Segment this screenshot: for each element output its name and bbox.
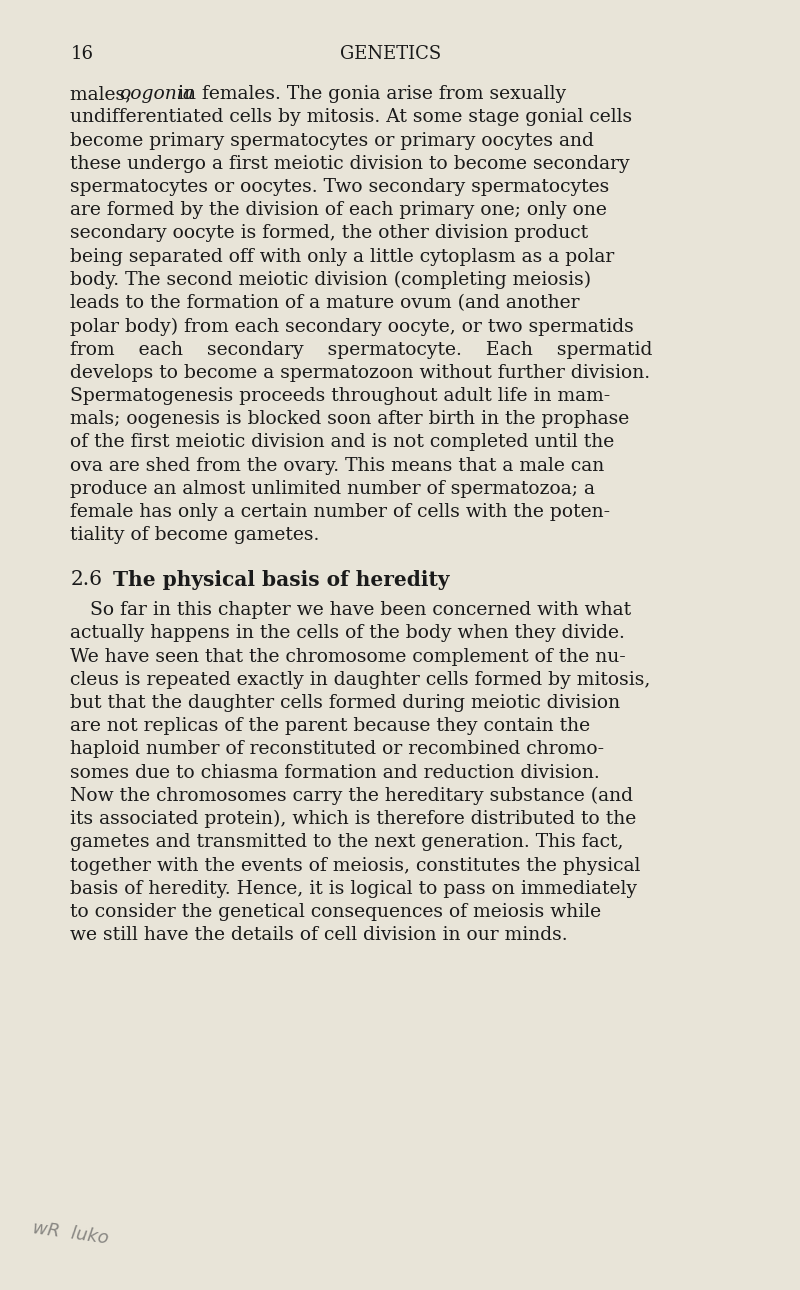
Text: Now the chromosomes carry the hereditary substance (and: Now the chromosomes carry the hereditary… bbox=[70, 787, 634, 805]
Text: leads to the formation of a mature ovum (and another: leads to the formation of a mature ovum … bbox=[70, 294, 580, 312]
Text: but that the daughter cells formed during meiotic division: but that the daughter cells formed durin… bbox=[70, 694, 621, 712]
Text: 2.6: 2.6 bbox=[70, 570, 102, 590]
Text: cleus is repeated exactly in daughter cells formed by mitosis,: cleus is repeated exactly in daughter ce… bbox=[70, 671, 650, 689]
Text: to consider the genetical consequences of meiosis while: to consider the genetical consequences o… bbox=[70, 903, 602, 921]
Text: haploid number of reconstituted or recombined chromo-: haploid number of reconstituted or recom… bbox=[70, 740, 605, 759]
Text: GENETICS: GENETICS bbox=[340, 45, 442, 63]
Text: produce an almost unlimited number of spermatozoa; a: produce an almost unlimited number of sp… bbox=[70, 480, 595, 498]
Text: undifferentiated cells by mitosis. At some stage gonial cells: undifferentiated cells by mitosis. At so… bbox=[70, 108, 633, 126]
Text: gametes and transmitted to the next generation. This fact,: gametes and transmitted to the next gene… bbox=[70, 833, 624, 851]
Text: mals; oogenesis is blocked soon after birth in the prophase: mals; oogenesis is blocked soon after bi… bbox=[70, 410, 630, 428]
Text: secondary oocyte is formed, the other division product: secondary oocyte is formed, the other di… bbox=[70, 224, 589, 243]
Text: become primary spermatocytes or primary oocytes and: become primary spermatocytes or primary … bbox=[70, 132, 594, 150]
Text: female has only a certain number of cells with the poten-: female has only a certain number of cell… bbox=[70, 503, 610, 521]
Text: together with the events of meiosis, constitutes the physical: together with the events of meiosis, con… bbox=[70, 857, 641, 875]
Text: basis of heredity. Hence, it is logical to pass on immediately: basis of heredity. Hence, it is logical … bbox=[70, 880, 638, 898]
Text: somes due to chiasma formation and reduction division.: somes due to chiasma formation and reduc… bbox=[70, 764, 600, 782]
Text: polar body) from each secondary oocyte, or two spermatids: polar body) from each secondary oocyte, … bbox=[70, 317, 634, 335]
Text: So far in this chapter we have been concerned with what: So far in this chapter we have been conc… bbox=[90, 601, 631, 619]
Text: ova are shed from the ovary. This means that a male can: ova are shed from the ovary. This means … bbox=[70, 457, 605, 475]
Text: of the first meiotic division and is not completed until the: of the first meiotic division and is not… bbox=[70, 433, 614, 452]
Text: wR  luko: wR luko bbox=[31, 1219, 110, 1247]
Text: males,: males, bbox=[70, 85, 138, 103]
Text: We have seen that the chromosome complement of the nu-: We have seen that the chromosome complem… bbox=[70, 648, 626, 666]
Text: these undergo a first meiotic division to become secondary: these undergo a first meiotic division t… bbox=[70, 155, 630, 173]
Text: are not replicas of the parent because they contain the: are not replicas of the parent because t… bbox=[70, 717, 590, 735]
Text: Spermatogenesis proceeds throughout adult life in mam-: Spermatogenesis proceeds throughout adul… bbox=[70, 387, 610, 405]
Text: 16: 16 bbox=[70, 45, 94, 63]
Text: in females. The gonia arise from sexually: in females. The gonia arise from sexuall… bbox=[172, 85, 566, 103]
Text: being separated off with only a little cytoplasm as a polar: being separated off with only a little c… bbox=[70, 248, 614, 266]
Text: oogonia: oogonia bbox=[119, 85, 194, 103]
Text: The physical basis of heredity: The physical basis of heredity bbox=[114, 570, 450, 591]
Text: spermatocytes or oocytes. Two secondary spermatocytes: spermatocytes or oocytes. Two secondary … bbox=[70, 178, 610, 196]
Text: tiality of become gametes.: tiality of become gametes. bbox=[70, 526, 320, 544]
Text: actually happens in the cells of the body when they divide.: actually happens in the cells of the bod… bbox=[70, 624, 626, 642]
Text: we still have the details of cell division in our minds.: we still have the details of cell divisi… bbox=[70, 926, 568, 944]
Text: its associated protein), which is therefore distributed to the: its associated protein), which is theref… bbox=[70, 810, 637, 828]
Text: body. The second meiotic division (completing meiosis): body. The second meiotic division (compl… bbox=[70, 271, 591, 289]
Text: from    each    secondary    spermatocyte.    Each    spermatid: from each secondary spermatocyte. Each s… bbox=[70, 341, 653, 359]
Text: are formed by the division of each primary one; only one: are formed by the division of each prima… bbox=[70, 201, 607, 219]
Text: develops to become a spermatozoon without further division.: develops to become a spermatozoon withou… bbox=[70, 364, 650, 382]
